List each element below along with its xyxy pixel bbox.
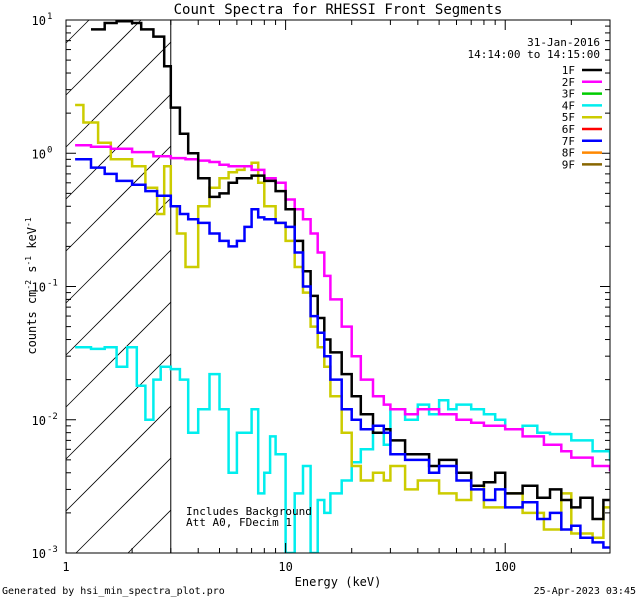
legend-label-3F: 3F bbox=[562, 88, 575, 101]
hatch-line-3 bbox=[65, 93, 172, 200]
legend-time-range: 14:14:00 to 14:15:00 bbox=[468, 48, 600, 61]
y-tick-label-3: 10 bbox=[32, 414, 46, 428]
hatch-line-4 bbox=[65, 145, 172, 252]
y-tick-exponent-4: -3 bbox=[47, 545, 58, 555]
y-label-exp3: -1 bbox=[24, 217, 33, 227]
attenuator-hatch-region bbox=[65, 19, 172, 554]
y-label-base: counts cm bbox=[25, 290, 39, 355]
legend: 31-Jan-2016 14:14:00 to 14:15:00 1F2F3F4… bbox=[468, 36, 602, 171]
legend-label-7F: 7F bbox=[562, 135, 575, 148]
hatch-line-1 bbox=[65, 19, 142, 96]
y-tick-label-4: 10 bbox=[32, 547, 46, 561]
hatch-line-0 bbox=[65, 19, 90, 44]
hatch-line-10 bbox=[75, 457, 172, 554]
axis-ticks bbox=[65, 19, 611, 554]
hatch-line-11 bbox=[127, 509, 172, 554]
attenuator-note: Att A0, FDecim 1 bbox=[186, 516, 292, 529]
series-line-4F bbox=[75, 346, 610, 553]
y-tick-exponent-3: -2 bbox=[47, 412, 58, 422]
legend-label-5F: 5F bbox=[562, 111, 575, 124]
y-tick-exponent-1: 0 bbox=[47, 145, 52, 155]
plot-frame bbox=[65, 19, 611, 554]
chart-title: Count Spectra for RHESSI Front Segments bbox=[174, 2, 503, 18]
x-axis-label: Energy (keV) bbox=[295, 575, 382, 589]
footer-timestamp: 25-Apr-2023 03:45 bbox=[534, 586, 636, 597]
legend-label-2F: 2F bbox=[562, 76, 575, 89]
legend-label-1F: 1F bbox=[562, 64, 575, 77]
y-tick-exponent-0: 1 bbox=[47, 12, 52, 22]
x-tick-label-1: 10 bbox=[278, 560, 292, 574]
footer-generated-by: Generated by hsi_min_spectra_plot.pro bbox=[2, 586, 225, 597]
y-tick-label-2: 10 bbox=[32, 281, 46, 295]
hatch-line-5 bbox=[65, 197, 172, 304]
y-label-exp2: -1 bbox=[24, 256, 33, 266]
hatch-line-9 bbox=[65, 405, 172, 512]
background-note: Includes Background bbox=[186, 505, 312, 518]
hatch-line-2 bbox=[65, 41, 172, 148]
y-label-mid: s bbox=[25, 266, 39, 280]
legend-label-4F: 4F bbox=[562, 99, 575, 112]
x-tick-label-0: 1 bbox=[62, 560, 69, 574]
legend-label-9F: 9F bbox=[562, 158, 575, 171]
y-tick-label-1: 10 bbox=[32, 147, 46, 161]
y-tick-exponent-2: -1 bbox=[47, 279, 58, 289]
legend-date: 31-Jan-2016 bbox=[527, 36, 600, 49]
y-label-tail: keV bbox=[25, 227, 39, 256]
series-group bbox=[75, 20, 610, 553]
series-line-7F bbox=[75, 158, 610, 549]
hatch-line-7 bbox=[65, 301, 172, 408]
x-tick-label-2: 100 bbox=[494, 560, 516, 574]
y-axis-label: counts cm-2 s-1 keV-1 bbox=[24, 217, 39, 354]
y-tick-label-0: 10 bbox=[32, 14, 46, 28]
series-line-1F bbox=[91, 20, 610, 521]
hatch-line-8 bbox=[65, 353, 172, 460]
hatch-line-6 bbox=[65, 249, 172, 356]
legend-label-6F: 6F bbox=[562, 123, 575, 136]
legend-label-8F: 8F bbox=[562, 147, 575, 160]
y-label-exp1: -2 bbox=[24, 280, 33, 290]
